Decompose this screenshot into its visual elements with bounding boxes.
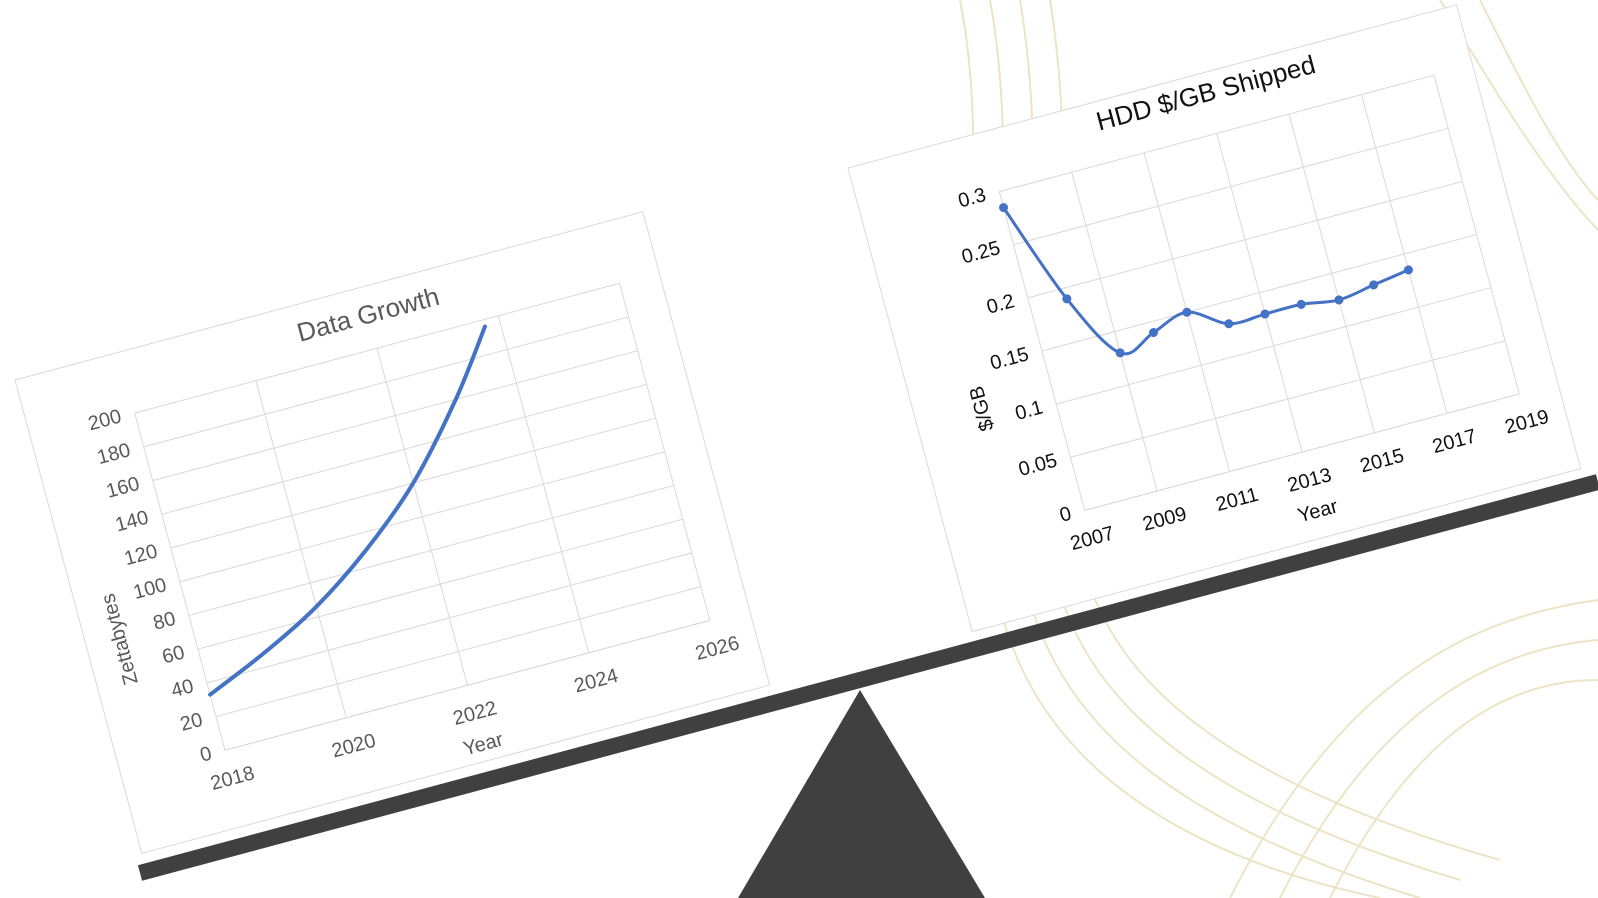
- grid-line: [1288, 113, 1375, 433]
- data-point: [1260, 309, 1270, 319]
- seesaw-fulcrum: [738, 690, 985, 898]
- x-axis: [1084, 393, 1520, 511]
- grid-line: [1071, 172, 1158, 492]
- grid-line: [998, 191, 1086, 511]
- chart-background: [847, 4, 1582, 633]
- data-point: [1182, 307, 1192, 317]
- grid-line: [1433, 75, 1520, 395]
- data-point: [1062, 294, 1072, 304]
- data-point: [1334, 295, 1344, 305]
- grid-line: [1216, 133, 1303, 453]
- chart-background: [14, 211, 771, 854]
- data-point: [1148, 328, 1158, 338]
- x-axis: [224, 619, 711, 751]
- data-line: [208, 324, 487, 697]
- y-tick-label: 0: [1057, 503, 1073, 527]
- wave: [1279, 639, 1598, 898]
- wave: [1479, 0, 1598, 201]
- chart: HDD $/GB Shipped00.050.10.150.20.250.320…: [847, 4, 1582, 633]
- grid-line: [1361, 94, 1448, 414]
- wave: [1329, 679, 1598, 898]
- y-tick-label: 0: [198, 743, 214, 767]
- data-point: [1115, 348, 1125, 358]
- grid-line: [376, 348, 468, 686]
- wave: [1229, 599, 1598, 898]
- data-point: [1296, 299, 1306, 309]
- grid-line: [619, 283, 711, 621]
- data-point: [1403, 265, 1413, 275]
- chart: Data Growth02040608010012014016018020020…: [14, 211, 771, 854]
- data-point: [1224, 319, 1234, 329]
- data-point: [1369, 280, 1379, 290]
- data-line: [1002, 206, 1410, 356]
- seesaw-beam: [137, 474, 1598, 881]
- grid-line: [497, 315, 590, 653]
- grid-line: [255, 380, 347, 718]
- data-point: [999, 203, 1009, 213]
- charts: Data Growth02040608010012014016018020020…: [14, 4, 1582, 854]
